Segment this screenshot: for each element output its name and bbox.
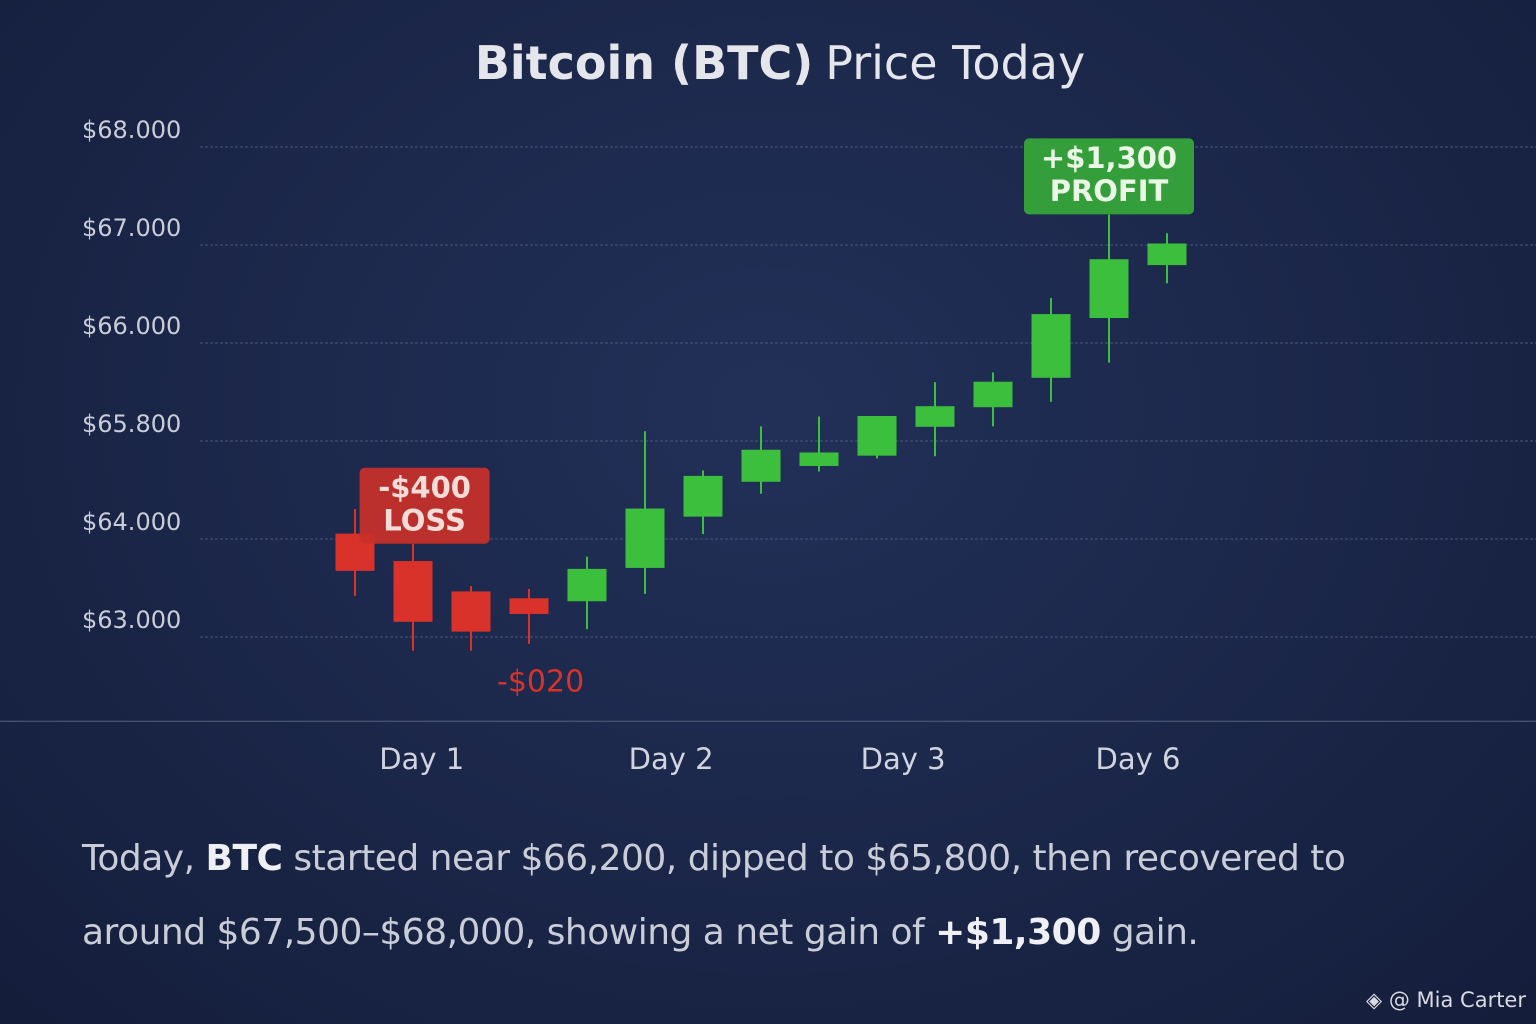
x-tick-label: Day 2 <box>629 742 714 776</box>
annotation-text: PROFIT <box>1050 174 1169 208</box>
y-tick-label: $66.000 <box>82 312 181 340</box>
candle-body <box>1031 314 1071 378</box>
annotation-box <box>359 467 490 544</box>
annotation-box <box>1024 138 1194 215</box>
candle-body <box>915 406 955 427</box>
candle-body <box>973 381 1013 408</box>
y-tick-label: $65.800 <box>82 410 181 438</box>
y-tick-label: $63.000 <box>82 606 181 634</box>
title-bold: Bitcoin (BTC) <box>475 36 813 90</box>
candle-body <box>451 591 491 632</box>
candle-body <box>625 508 665 568</box>
y-tick-label: $68.000 <box>82 116 181 144</box>
credit: ◈ @ Mia Carter <box>1366 988 1526 1012</box>
candle-body <box>857 416 897 456</box>
caption-segment: started near $66,200, dipped to $65,800,… <box>82 838 1346 953</box>
chart-title: Bitcoin (BTC) Price Today <box>475 36 1085 90</box>
title-text: Price Today <box>825 36 1085 90</box>
candle-body <box>799 452 839 467</box>
caption-segment: +$1,300 <box>935 912 1101 953</box>
caption-segment: Today, <box>82 838 206 879</box>
caption: Today, BTC started near $66,200, dipped … <box>82 822 1412 970</box>
candle-body <box>393 561 433 622</box>
credit-icon: ◈ <box>1366 988 1389 1012</box>
candle-body <box>1147 243 1187 266</box>
candle-body <box>567 568 607 602</box>
annotation-text: +$1,300 <box>1041 141 1177 175</box>
chart: Bitcoin (BTC) Price Today $68.000 $67.000 $… <box>0 36 1536 776</box>
credit-text: @ Mia Carter <box>1388 988 1526 1012</box>
x-tick-label: Day 1 <box>379 742 464 776</box>
x-tick-label: Day 6 <box>1096 742 1181 776</box>
y-tick-label: $67.000 <box>82 214 181 242</box>
candle-body <box>741 449 781 482</box>
candle-body <box>683 475 723 517</box>
caption-segment: BTC <box>205 838 283 879</box>
candle-body <box>1089 259 1129 319</box>
annotation-text: -$400 <box>378 470 471 504</box>
y-tick-label: $64.000 <box>82 508 181 536</box>
x-tick-label: Day 3 <box>861 742 946 776</box>
candle-body <box>509 598 549 614</box>
annotation-text: LOSS <box>383 503 466 537</box>
caption-segment: gain. <box>1100 912 1199 953</box>
annotation-text: -$020 <box>497 665 584 700</box>
